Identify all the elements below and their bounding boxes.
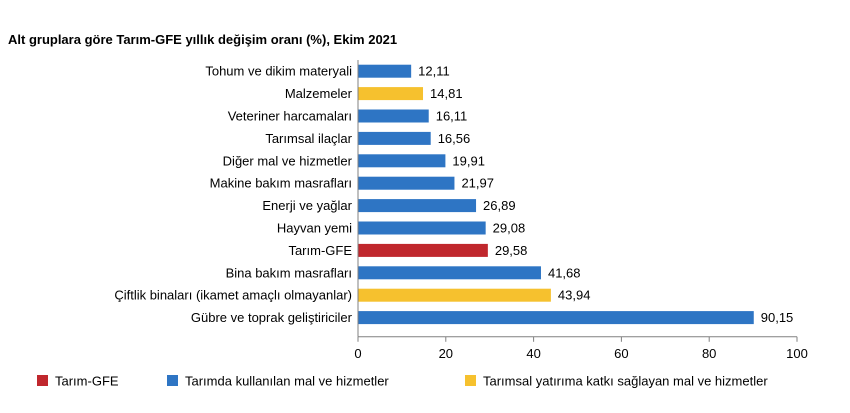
data-label: 26,89	[483, 198, 516, 213]
legend-swatch	[37, 375, 48, 386]
legend-entry: Tarımda kullanılan mal ve hizmetler	[185, 374, 389, 389]
bars-layer: Tohum ve dikim materyali 12,11 Malzemeler 1…	[114, 64, 793, 325]
x-tick-label: 0	[354, 346, 361, 361]
data-label: 19,91	[452, 153, 485, 168]
category-label: Çiftlik binaları (ikamet amaçlı olmayanl…	[114, 288, 352, 303]
data-label: 16,56	[438, 131, 471, 146]
bar	[358, 154, 446, 168]
legend-swatch	[465, 375, 476, 386]
category-label: Makine bakım masrafları	[210, 176, 352, 191]
category-label: Tarım-GFE	[288, 243, 352, 258]
data-label: 21,97	[461, 176, 494, 191]
data-label: 14,81	[430, 86, 463, 101]
category-label: Diğer mal ve hizmetler	[223, 153, 353, 168]
bar	[358, 87, 424, 101]
bar	[358, 266, 541, 280]
bar	[358, 243, 488, 257]
data-label: 29,08	[493, 221, 526, 236]
category-label: Tarımsal ilaçlar	[265, 131, 352, 146]
data-label: 12,11	[418, 64, 450, 79]
bar	[358, 311, 754, 325]
data-label: 29,58	[495, 243, 528, 258]
bar	[358, 131, 431, 145]
legend-entry: Tarım-GFE	[55, 374, 119, 389]
chart-title: Alt gruplara göre Tarım-GFE yıllık değiş…	[8, 32, 398, 47]
category-label: Hayvan yemi	[277, 221, 352, 236]
x-tick-label: 80	[702, 346, 716, 361]
category-label: Gübre ve toprak geliştiriciler	[191, 310, 353, 325]
legend-swatch	[167, 375, 178, 386]
category-label: Bina bakım masrafları	[226, 265, 352, 280]
bar	[358, 64, 412, 78]
bar	[358, 176, 455, 190]
legend: Tarım-GFE Tarımda kullanılan mal ve hizme…	[37, 374, 768, 389]
bar	[358, 221, 486, 235]
data-label: 16,11	[436, 109, 468, 124]
category-label: Malzemeler	[285, 86, 353, 101]
legend-entry: Tarımsal yatırıma katkı sağlayan mal ve …	[483, 374, 768, 389]
data-label: 43,94	[558, 288, 591, 303]
x-tick-label: 40	[526, 346, 540, 361]
data-label: 41,68	[548, 265, 581, 280]
data-label: 90,15	[761, 310, 794, 325]
bar	[358, 288, 551, 302]
bar	[358, 109, 429, 123]
category-label: Tohum ve dikim materyali	[205, 64, 352, 79]
category-label: Enerji ve yağlar	[262, 198, 352, 213]
x-tick-label: 20	[439, 346, 453, 361]
category-label: Veteriner harcamaları	[228, 109, 352, 124]
bar	[358, 199, 477, 213]
x-axis: 0 20 40 60 80 100	[354, 60, 808, 361]
x-tick-label: 100	[786, 346, 808, 361]
x-tick-label: 60	[614, 346, 628, 361]
